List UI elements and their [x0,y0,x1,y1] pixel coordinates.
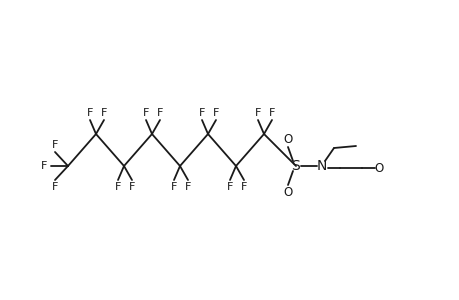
Text: S: S [291,159,300,173]
Text: O: O [283,187,292,200]
Text: F: F [185,182,191,192]
Text: O: O [283,133,292,146]
Text: F: F [213,108,218,118]
Text: F: F [254,108,261,118]
Text: F: F [157,108,163,118]
Text: F: F [52,182,58,192]
Text: F: F [115,182,121,192]
Text: O: O [374,161,383,175]
Text: N: N [316,159,326,173]
Text: F: F [241,182,246,192]
Text: F: F [198,108,205,118]
Text: F: F [52,140,58,150]
Text: F: F [87,108,93,118]
Text: F: F [268,108,274,118]
Text: F: F [170,182,177,192]
Text: F: F [226,182,233,192]
Text: F: F [101,108,107,118]
Text: F: F [41,161,47,171]
Text: F: F [129,182,135,192]
Text: F: F [142,108,149,118]
